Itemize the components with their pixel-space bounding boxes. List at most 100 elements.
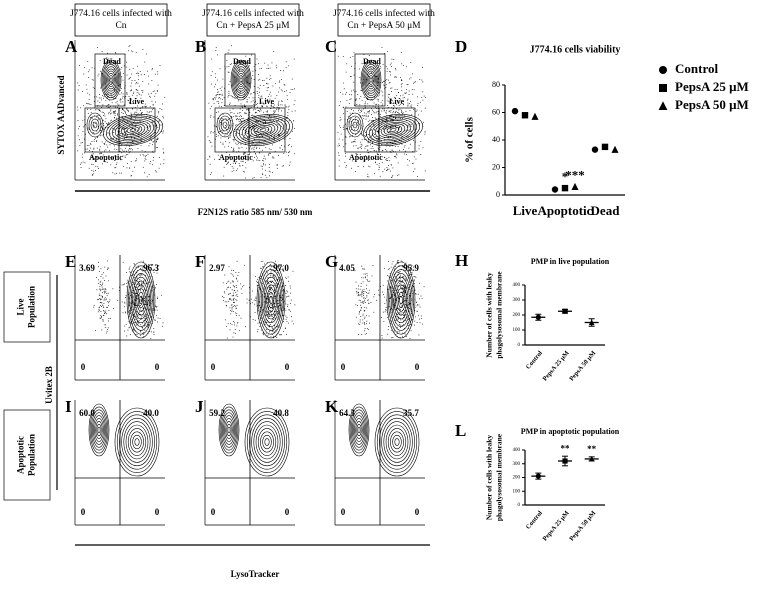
y-tick-label: 300	[513, 462, 521, 467]
event-dot	[279, 334, 281, 336]
event-dot	[139, 308, 141, 310]
event-dot	[371, 138, 373, 140]
event-dot	[374, 96, 376, 98]
event-dot	[158, 167, 160, 169]
event-dot	[130, 117, 132, 119]
event-dot	[120, 101, 122, 103]
event-dot	[270, 281, 272, 283]
event-dot	[287, 98, 289, 100]
event-dot	[240, 288, 242, 290]
event-dot	[131, 301, 133, 303]
event-dot	[366, 115, 367, 117]
event-dot	[263, 103, 265, 105]
event-dot	[255, 116, 257, 118]
event-dot	[382, 149, 384, 151]
event-dot	[406, 154, 407, 156]
event-dot	[107, 302, 109, 304]
event-dot	[140, 285, 142, 286]
event-dot	[229, 125, 230, 127]
event-dot	[402, 312, 404, 313]
event-dot	[263, 126, 265, 128]
event-dot	[107, 104, 109, 106]
event-dot	[265, 147, 267, 149]
event-dot	[397, 91, 399, 93]
event-dot	[148, 112, 150, 113]
event-dot	[283, 153, 285, 154]
event-dot	[124, 325, 126, 327]
event-dot	[88, 99, 90, 100]
event-dot	[383, 80, 384, 82]
event-dot	[405, 92, 407, 94]
event-dot	[408, 303, 409, 305]
event-dot	[381, 110, 383, 112]
event-dot	[410, 77, 412, 79]
event-dot	[144, 318, 146, 320]
event-dot	[419, 306, 421, 308]
event-dot	[415, 128, 417, 130]
event-dot	[404, 290, 406, 292]
event-dot	[266, 303, 268, 304]
event-dot	[117, 113, 118, 115]
event-dot	[132, 94, 134, 96]
event-dot	[386, 299, 388, 301]
event-dot	[356, 122, 358, 124]
event-dot	[253, 299, 255, 301]
event-dot	[250, 107, 252, 109]
event-dot	[134, 304, 136, 305]
event-dot	[153, 331, 155, 333]
event-dot	[138, 303, 140, 305]
event-dot	[96, 156, 97, 158]
event-dot	[241, 116, 242, 117]
event-dot	[115, 52, 116, 53]
event-dot	[146, 318, 147, 319]
event-dot	[399, 324, 401, 326]
event-dot	[228, 161, 229, 163]
event-dot	[360, 82, 361, 84]
event-dot	[100, 317, 102, 319]
event-dot	[228, 142, 230, 144]
contour	[380, 123, 406, 137]
event-dot	[422, 66, 423, 68]
panel-letter: A	[65, 37, 78, 56]
event-dot	[364, 333, 366, 335]
event-dot	[138, 274, 140, 276]
event-dot	[369, 67, 371, 69]
event-dot	[108, 310, 110, 311]
event-dot	[279, 70, 281, 71]
event-dot	[230, 164, 231, 166]
event-dot	[273, 315, 275, 316]
event-dot	[236, 168, 238, 170]
event-dot	[393, 102, 395, 104]
event-dot	[372, 109, 373, 111]
event-dot	[142, 262, 144, 264]
event-dot	[377, 153, 379, 155]
event-dot	[400, 131, 402, 133]
event-dot	[102, 296, 103, 298]
event-dot	[143, 155, 145, 157]
event-dot	[145, 117, 147, 119]
event-dot	[126, 282, 128, 284]
event-dot	[215, 76, 217, 78]
event-dot	[286, 321, 288, 322]
event-dot	[135, 160, 137, 162]
event-dot	[132, 130, 133, 132]
event-dot	[234, 290, 236, 292]
event-dot	[134, 111, 136, 113]
event-dot	[134, 286, 136, 288]
event-dot	[103, 307, 105, 309]
event-dot	[100, 118, 102, 120]
event-dot	[388, 131, 390, 132]
event-dot	[287, 291, 289, 293]
event-dot	[267, 111, 268, 113]
event-dot	[163, 159, 165, 161]
event-dot	[368, 55, 370, 56]
event-dot	[400, 52, 402, 53]
event-dot	[374, 173, 375, 175]
contour	[222, 121, 228, 129]
event-dot	[398, 331, 400, 333]
event-dot	[228, 95, 230, 96]
point	[551, 186, 559, 193]
event-dot	[385, 149, 386, 150]
event-dot	[139, 334, 141, 336]
event-dot	[131, 294, 133, 296]
